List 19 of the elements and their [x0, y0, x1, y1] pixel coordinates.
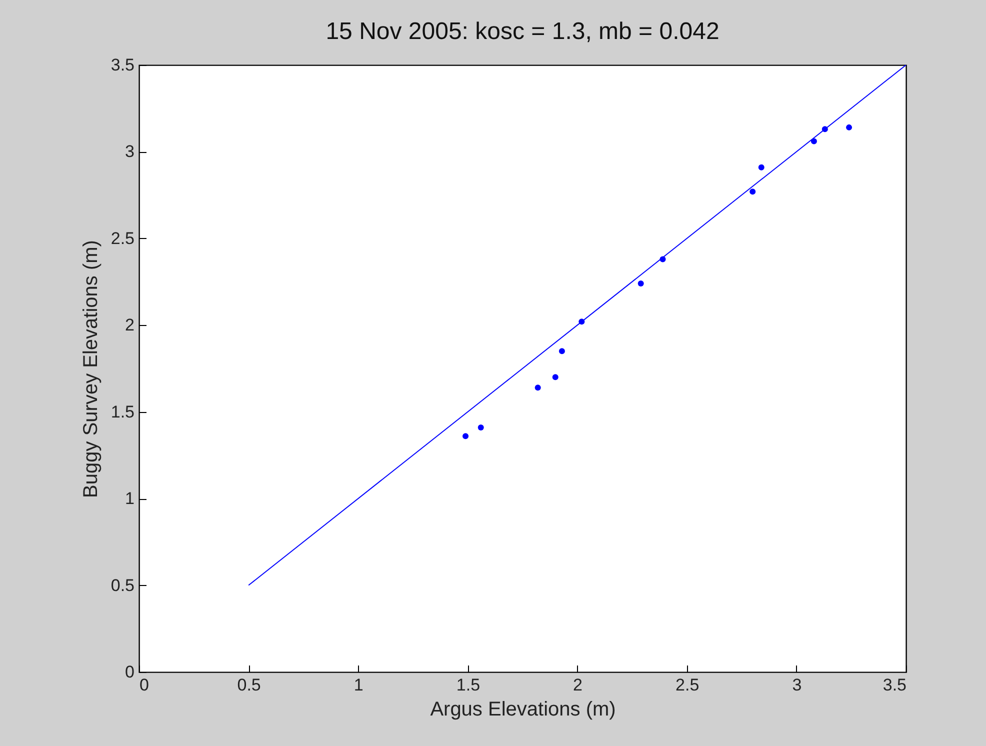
x-tick-label: 1: [354, 676, 364, 694]
x-axis-title: Argus Elevations (m): [430, 698, 616, 720]
y-tick-label: 1.5: [110, 402, 134, 422]
y-tick-label: 0: [125, 662, 134, 682]
y-tick-label: 3: [125, 142, 134, 162]
x-tick-label: 3: [792, 676, 802, 694]
y-tick-label: 1: [125, 489, 134, 508]
y-tick-label: 2: [125, 316, 134, 335]
x-tick-label: 1.5: [456, 676, 480, 694]
x-tick-label: 2: [573, 676, 583, 694]
y-tick-label: 3.5: [110, 56, 134, 74]
chart-title: 15 Nov 2005: kosc = 1.3, mb = 0.042: [326, 18, 720, 45]
y-tick-label: 2.5: [110, 228, 134, 248]
x-tick-label: 0: [140, 676, 149, 694]
y-tick-label: 0.5: [110, 576, 134, 595]
x-tick-label: 3.5: [882, 676, 906, 694]
x-tick-label: 0.5: [237, 676, 261, 694]
y-axis-title: Buggy Survey Elevations (m): [80, 240, 102, 498]
x-tick-label: 2.5: [676, 676, 700, 694]
